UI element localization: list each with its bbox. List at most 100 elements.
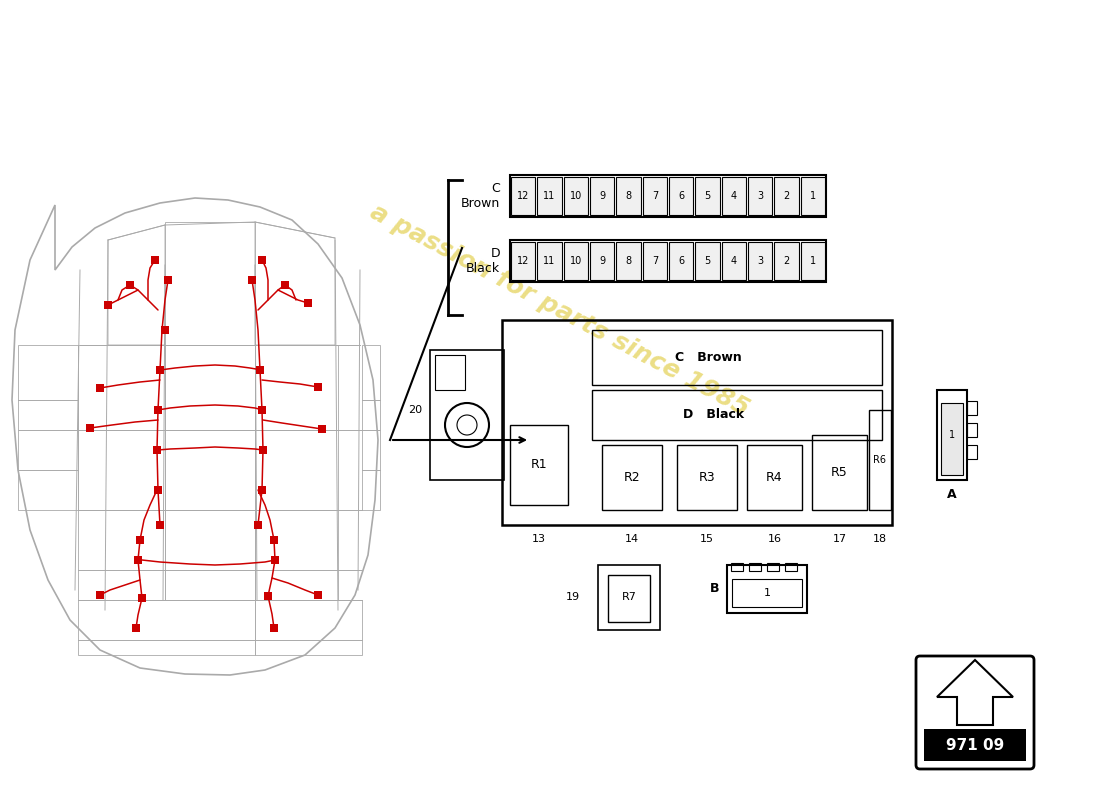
Text: 16: 16 (768, 534, 781, 544)
Text: 10: 10 (570, 191, 582, 201)
Bar (801, 242, 825, 280)
Text: 1: 1 (810, 191, 816, 201)
Bar (563, 242, 589, 280)
Bar (318, 425, 326, 433)
Bar (156, 366, 164, 374)
Bar (96, 591, 104, 599)
Text: 3: 3 (757, 256, 763, 266)
Text: 1: 1 (949, 430, 955, 440)
Bar (537, 242, 562, 280)
Text: 8: 8 (626, 256, 631, 266)
Bar (767, 563, 779, 571)
Bar (126, 281, 134, 289)
Bar (314, 383, 322, 391)
FancyBboxPatch shape (916, 656, 1034, 769)
Bar (940, 403, 962, 475)
Text: 9: 9 (600, 191, 605, 201)
Bar (280, 281, 289, 289)
Bar (270, 624, 278, 632)
Bar (785, 563, 798, 571)
Text: 11: 11 (543, 256, 556, 266)
Text: 7: 7 (651, 191, 658, 201)
Bar (270, 536, 278, 544)
Bar (695, 177, 719, 215)
Bar (138, 594, 146, 602)
Bar (669, 177, 693, 215)
Text: 5: 5 (704, 191, 711, 201)
Bar (512, 242, 536, 280)
Text: B: B (710, 582, 719, 595)
Text: R6: R6 (873, 455, 887, 465)
Text: 13: 13 (532, 534, 546, 544)
Text: C   Brown: C Brown (674, 351, 741, 364)
Bar (304, 299, 312, 307)
Text: 15: 15 (700, 534, 714, 544)
Text: 2: 2 (783, 191, 790, 201)
Bar (727, 565, 807, 613)
Bar (642, 242, 667, 280)
Bar (154, 486, 162, 494)
Bar (512, 177, 536, 215)
Text: 971 09: 971 09 (946, 738, 1004, 753)
Bar (156, 521, 164, 529)
Bar (598, 565, 660, 630)
Bar (258, 446, 267, 454)
Text: R2: R2 (624, 471, 640, 484)
Bar (869, 410, 891, 510)
Bar (616, 177, 640, 215)
Bar (749, 563, 761, 571)
Text: R4: R4 (767, 471, 783, 484)
Bar (434, 355, 465, 390)
Text: 11: 11 (543, 191, 556, 201)
Bar (748, 177, 772, 215)
Bar (132, 624, 140, 632)
Text: 4: 4 (730, 256, 737, 266)
Bar (256, 366, 264, 374)
Bar (590, 242, 614, 280)
Text: 20: 20 (408, 405, 422, 415)
Bar (254, 521, 262, 529)
Text: 10: 10 (570, 256, 582, 266)
Bar (86, 424, 94, 432)
Bar (924, 729, 1026, 761)
Bar (510, 175, 826, 217)
Text: 12: 12 (517, 256, 529, 266)
Text: 18: 18 (873, 534, 887, 544)
Bar (590, 177, 614, 215)
Bar (774, 177, 799, 215)
Bar (669, 242, 693, 280)
Bar (732, 563, 742, 571)
Bar (104, 301, 112, 309)
Text: 1: 1 (763, 588, 770, 598)
Bar (563, 177, 589, 215)
Bar (967, 445, 977, 459)
Text: 1: 1 (810, 256, 816, 266)
Text: a passion for parts since 1985: a passion for parts since 1985 (366, 199, 754, 421)
Bar (592, 330, 882, 385)
Bar (812, 435, 867, 510)
Text: 12: 12 (517, 191, 529, 201)
Text: D
Black: D Black (466, 247, 500, 275)
Text: 6: 6 (678, 191, 684, 201)
Bar (537, 177, 562, 215)
Text: 3: 3 (757, 191, 763, 201)
Bar (510, 240, 826, 282)
Bar (264, 592, 272, 600)
Bar (248, 276, 256, 284)
Bar (732, 579, 802, 607)
Bar (164, 276, 172, 284)
Text: 5: 5 (704, 256, 711, 266)
Bar (136, 536, 144, 544)
Bar (161, 326, 169, 334)
Bar (430, 350, 504, 480)
Bar (801, 177, 825, 215)
Bar (774, 242, 799, 280)
Bar (695, 242, 719, 280)
Text: 6: 6 (678, 256, 684, 266)
Text: A: A (947, 487, 957, 501)
Polygon shape (937, 660, 1013, 725)
Text: D   Black: D Black (683, 409, 745, 422)
Text: 19: 19 (565, 593, 580, 602)
Text: 4: 4 (730, 191, 737, 201)
Bar (937, 390, 967, 480)
